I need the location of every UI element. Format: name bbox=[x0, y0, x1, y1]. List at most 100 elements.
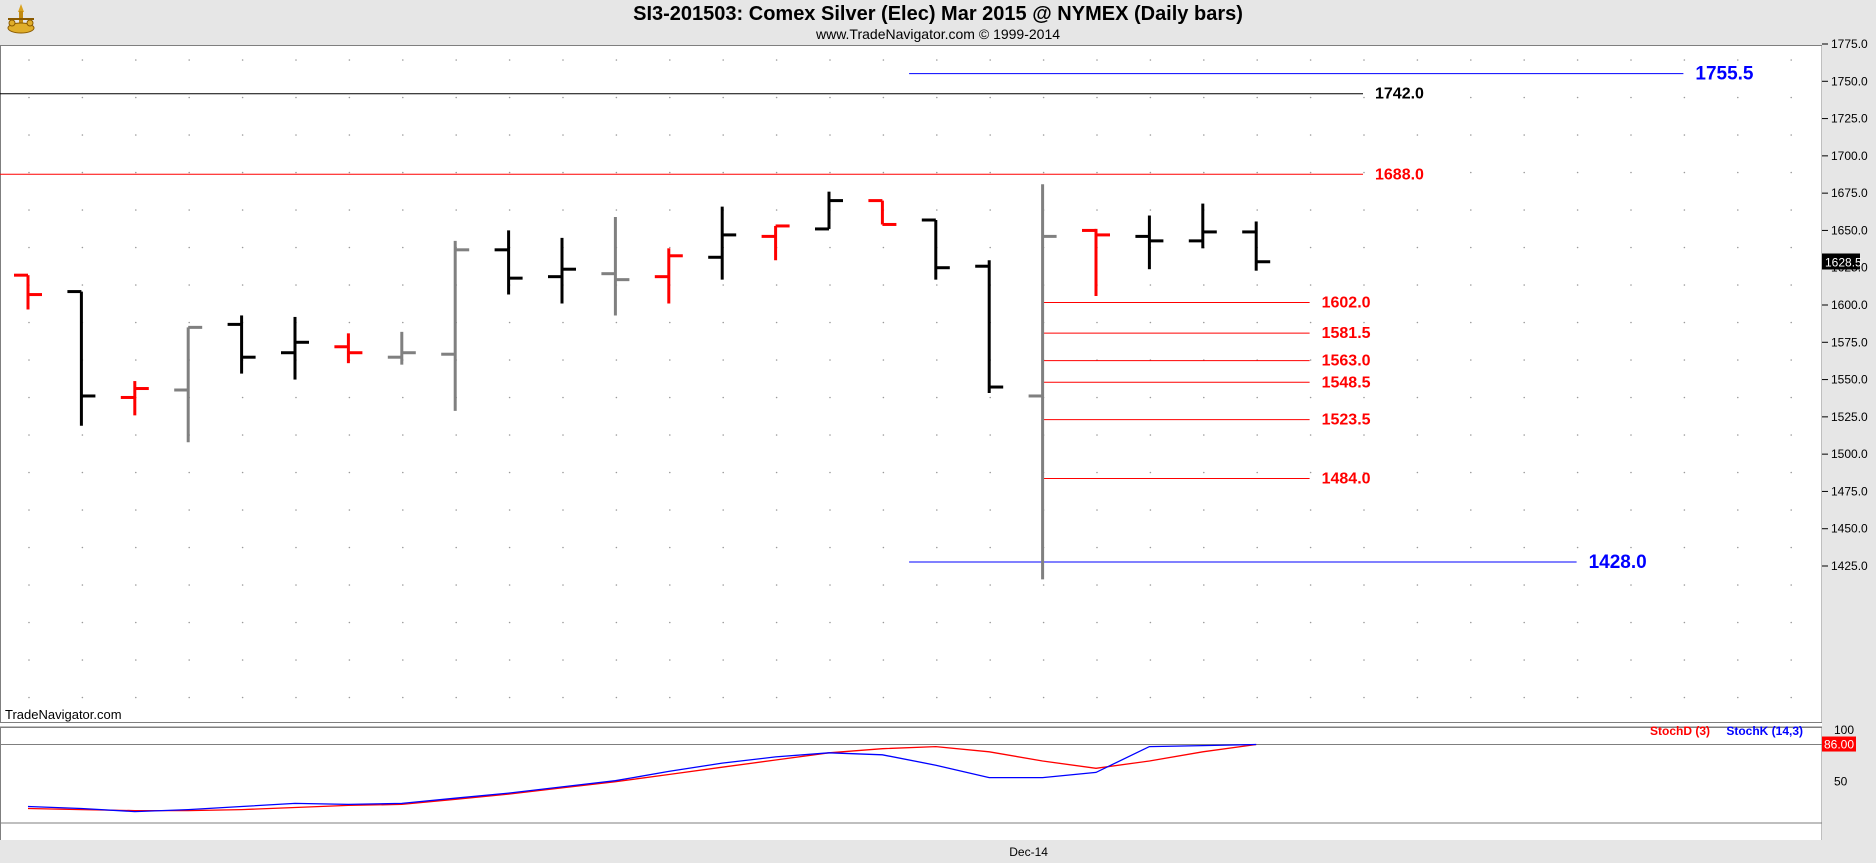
grid-dot bbox=[1470, 284, 1472, 286]
grid-dot bbox=[1416, 59, 1419, 61]
grid-dot bbox=[1790, 396, 1792, 399]
grid-dot bbox=[1630, 284, 1632, 286]
grid-dot bbox=[28, 359, 30, 361]
grid-dot bbox=[1576, 696, 1579, 699]
ohlc-bar bbox=[334, 333, 363, 364]
grid-dot bbox=[1470, 471, 1472, 474]
grid-dot bbox=[775, 59, 778, 61]
grid-dot bbox=[402, 134, 404, 136]
grid-dot bbox=[1576, 584, 1579, 586]
grid-dot bbox=[348, 434, 351, 436]
grid-dot bbox=[669, 509, 671, 511]
grid-dot bbox=[1737, 96, 1739, 99]
grid-dot bbox=[1523, 621, 1525, 624]
grid-dot bbox=[1683, 171, 1686, 174]
grid-dot bbox=[1203, 59, 1205, 61]
grid-dot bbox=[936, 696, 938, 699]
grid-dot bbox=[1363, 134, 1365, 136]
grid-dot bbox=[402, 396, 404, 399]
price-tick-label: 1575.0 bbox=[1831, 335, 1868, 349]
grid-dot bbox=[1149, 321, 1152, 324]
grid-dot bbox=[1576, 59, 1579, 61]
legend-stochk: StochK (14,3) bbox=[1726, 724, 1803, 738]
grid-dot bbox=[1309, 321, 1312, 324]
ohlc-bar bbox=[548, 237, 576, 304]
grid-dot bbox=[348, 209, 351, 211]
price-tick-label: 1600.0 bbox=[1831, 298, 1868, 312]
grid-dot bbox=[1470, 359, 1472, 361]
grid-dot bbox=[508, 321, 511, 324]
grid-dot bbox=[1203, 134, 1205, 136]
grid-dot bbox=[81, 621, 84, 624]
grid-dot bbox=[1096, 696, 1098, 699]
grid-dot bbox=[1096, 134, 1098, 136]
grid-dot bbox=[1203, 434, 1205, 436]
last-price-box bbox=[1822, 253, 1860, 270]
grid-dot bbox=[1363, 209, 1365, 211]
grid-dot bbox=[135, 96, 137, 99]
grid-dot bbox=[989, 584, 991, 586]
ohlc-bar bbox=[654, 248, 683, 304]
grid-dot bbox=[28, 659, 30, 661]
grid-dot bbox=[455, 134, 458, 136]
grid-dot bbox=[1096, 96, 1098, 99]
grid-dot bbox=[1096, 321, 1098, 324]
grid-dot bbox=[135, 696, 137, 699]
grid-dot bbox=[188, 584, 190, 586]
level-label: 1581.5 bbox=[1322, 325, 1371, 342]
grid-dot bbox=[402, 171, 404, 174]
grid-dot bbox=[1256, 396, 1258, 399]
grid-dot bbox=[1737, 696, 1739, 699]
grid-dot bbox=[936, 321, 938, 324]
ohlc-bar bbox=[67, 290, 96, 426]
grid-dot bbox=[1683, 696, 1686, 699]
grid-dot bbox=[1683, 659, 1686, 661]
grid-dot bbox=[241, 59, 244, 61]
grid-dot bbox=[1630, 509, 1632, 511]
grid-dot bbox=[1683, 246, 1686, 249]
grid-dot bbox=[882, 134, 885, 136]
ohlc-bar bbox=[868, 199, 897, 226]
grid-dot bbox=[402, 96, 404, 99]
grid-dot bbox=[775, 659, 778, 661]
grid-dot bbox=[1576, 621, 1579, 624]
grid-dot bbox=[1363, 96, 1365, 99]
grid-dot bbox=[455, 171, 458, 174]
grid-dot bbox=[562, 359, 564, 361]
grid-dot bbox=[1737, 621, 1739, 624]
grid-dot bbox=[936, 659, 938, 661]
grid-dot bbox=[1149, 546, 1152, 549]
grid-dot bbox=[1470, 659, 1472, 661]
grid-dot bbox=[348, 509, 351, 511]
grid-dot bbox=[1309, 396, 1312, 399]
grid-dot bbox=[295, 171, 297, 174]
grid-dot bbox=[562, 546, 564, 549]
grid-dot bbox=[989, 134, 991, 136]
grid-dot bbox=[1256, 434, 1258, 436]
grid-dot bbox=[348, 59, 351, 61]
grid-dot bbox=[1149, 96, 1152, 99]
grid-dot bbox=[1683, 284, 1686, 286]
grid-dot bbox=[1042, 96, 1045, 99]
grid-dot bbox=[1576, 321, 1579, 324]
grid-dot bbox=[936, 209, 938, 211]
grid-dot bbox=[1470, 96, 1472, 99]
grid-dot bbox=[1737, 321, 1739, 324]
grid-dot bbox=[1790, 359, 1792, 361]
grid-dot bbox=[722, 171, 724, 174]
grid-dot bbox=[1576, 359, 1579, 361]
price-tick-label: 1700.0 bbox=[1831, 149, 1868, 163]
grid-dot bbox=[1203, 546, 1205, 549]
grid-dot bbox=[882, 584, 885, 586]
grid-dot bbox=[562, 134, 564, 136]
grid-dot bbox=[1363, 659, 1365, 661]
grid-dot bbox=[1790, 584, 1792, 586]
grid-dot bbox=[455, 471, 458, 474]
grid-dot bbox=[615, 584, 618, 586]
grid-dot bbox=[1416, 659, 1419, 661]
grid-dot bbox=[28, 96, 30, 99]
grid-dot bbox=[775, 96, 778, 99]
grid-dot bbox=[1309, 59, 1312, 61]
grid-dot bbox=[1416, 284, 1419, 286]
grid-dot bbox=[1737, 396, 1739, 399]
